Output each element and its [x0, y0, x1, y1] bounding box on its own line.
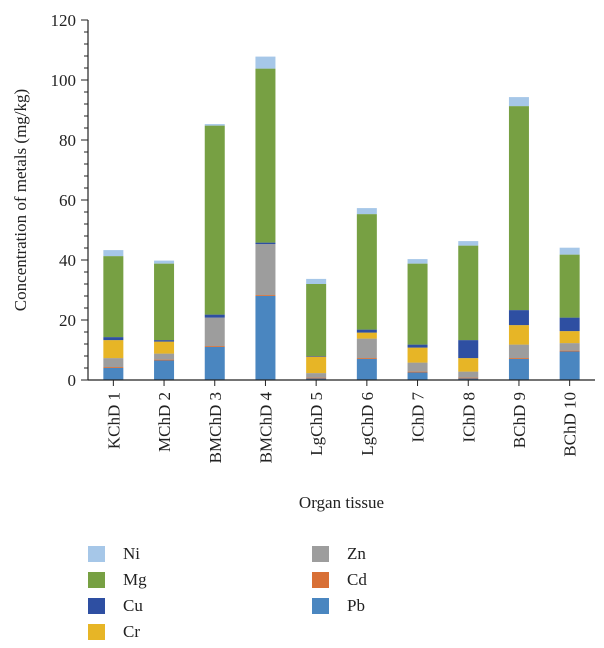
bar-segment-pb [407, 372, 428, 380]
bar-segment-cr [154, 341, 175, 354]
bar-segment-cd [407, 371, 428, 373]
bar-segment-mg [255, 68, 276, 243]
bar-segment-zn [204, 317, 225, 347]
bar-segment-cu [306, 356, 327, 357]
bar-segment-cr [458, 358, 479, 372]
bar-segment-ni [306, 278, 327, 284]
y-tick-label: 20 [59, 311, 76, 330]
y-tick-label: 80 [59, 131, 76, 150]
bar-segment-ni [559, 247, 580, 255]
bar-segment-ni [204, 124, 225, 126]
bar-segment-ni [255, 56, 276, 69]
bar-segment-zn [458, 371, 479, 378]
bar-segment-cu [356, 329, 377, 333]
y-ticks-layer: 0 20 40 60 80 100 120 [51, 11, 88, 390]
bar-segment-cd [204, 346, 225, 347]
bar-segment-cd [255, 295, 276, 296]
x-tick-label: LgChD 6 [358, 392, 377, 456]
x-tick-label: BMChD 4 [256, 392, 275, 464]
bar-segment-cr [559, 331, 580, 344]
bar-segment-cu [508, 310, 529, 326]
bar-segment-pb [559, 351, 580, 380]
bar-segment-ni [508, 97, 529, 107]
bar-segment-pb [154, 360, 175, 380]
bar-segment-zn [508, 344, 529, 359]
x-tick-label: BChD 10 [561, 392, 580, 457]
bar-segment-cd [103, 367, 124, 368]
bar-segment-cu [204, 314, 225, 318]
bar-segment-zn [255, 244, 276, 296]
bar-segment-ni [103, 250, 124, 257]
x-tick-label: IChD 8 [459, 392, 478, 443]
bar-segment-pb [356, 359, 377, 380]
bar-segment-cd [458, 377, 479, 379]
bar-segment-mg [306, 284, 327, 356]
bar-segment-cr [407, 347, 428, 363]
bar-segment-cr [306, 356, 327, 374]
y-tick-label: 60 [59, 191, 76, 210]
bar-segment-cr [103, 340, 124, 359]
bar-segment-mg [508, 106, 529, 311]
bar-segment-pb [458, 378, 479, 380]
y-axis-title: Concentration of metals (mg/kg) [11, 89, 30, 311]
y-tick-label: 0 [68, 371, 77, 390]
y-tick-label: 100 [51, 71, 77, 90]
bar-segment-zn [559, 343, 580, 351]
bar-segment-ni [407, 259, 428, 264]
bar-segment-pb [204, 347, 225, 380]
bar-segment-mg [154, 263, 175, 341]
y-tick-label: 120 [51, 11, 77, 30]
bar-segment-cd [356, 358, 377, 359]
x-tick-label: KChD 1 [104, 392, 123, 449]
bar-segment-mg [204, 125, 225, 315]
bar-segment-zn [306, 373, 327, 378]
bar-segment-cd [508, 358, 529, 359]
bar-segment-mg [103, 256, 124, 338]
bar-segment-pb [103, 368, 124, 380]
bar-segment-cu [255, 242, 276, 245]
bar-segment-cu [154, 340, 175, 342]
bar-segment-zn [407, 362, 428, 372]
y-tick-label: 40 [59, 251, 76, 270]
bar-segment-cu [559, 317, 580, 332]
bars-layer [103, 56, 580, 380]
bar-segment-mg [559, 254, 580, 318]
bar-segment-zn [103, 358, 124, 368]
bar-segment-ni [154, 260, 175, 264]
bar-segment-cd [154, 359, 175, 361]
bar-segment-pb [255, 296, 276, 380]
x-tick-label: BChD 9 [510, 392, 529, 448]
bar-segment-zn [356, 338, 377, 359]
bar-segment-cr [508, 325, 529, 345]
bar-segment-cd [306, 377, 327, 379]
bar-segment-cu [103, 337, 124, 341]
bar-segment-mg [356, 214, 377, 330]
bar-segment-cu [458, 340, 479, 359]
bar-segment-ni [356, 208, 377, 215]
x-tick-label: MChD 2 [155, 392, 174, 452]
bar-segment-cd [559, 350, 580, 352]
bar-segment-zn [154, 353, 175, 360]
x-axis-title: Organ tissue [299, 493, 384, 512]
bar-segment-cr [356, 332, 377, 339]
bar-segment-mg [407, 263, 428, 345]
x-tick-label: IChD 7 [409, 392, 428, 443]
bar-segment-cu [407, 344, 428, 348]
bar-segment-mg [458, 245, 479, 341]
bar-segment-pb [306, 378, 327, 380]
x-labels-layer: KChD 1 MChD 2 BMChD 3 BMChD 4 LgChD 5 LgChD 6… [104, 380, 580, 464]
x-tick-label: LgChD 5 [307, 392, 326, 456]
x-tick-label: BMChD 3 [206, 392, 225, 463]
bar-segment-pb [508, 359, 529, 380]
bar-segment-ni [458, 241, 479, 246]
